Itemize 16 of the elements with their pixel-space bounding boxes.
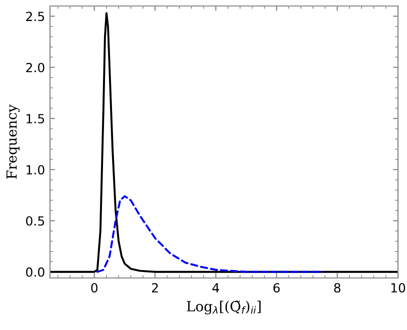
y-tick-label: 0.0 (26, 267, 44, 277)
y-tick-label: 1.5 (26, 114, 44, 124)
x-tick-label: 10 (391, 283, 406, 293)
line-series (50, 12, 398, 273)
y-tick-label: 1.0 (26, 165, 44, 175)
x-tick-label: 6 (273, 283, 280, 293)
x-tick-label: 0 (91, 283, 98, 293)
x-axis-title: Log$_{λ}$[(Q̃$_{f}$)$_{ii}$] (186, 300, 261, 314)
x-tick-label: 4 (212, 283, 220, 292)
y-tick-label: 2.5 (26, 12, 44, 22)
line-series (96, 195, 324, 273)
y-tick-label: 2.0 (26, 62, 44, 72)
y-tick-label: 0.5 (26, 216, 44, 226)
x-tick-label: 2 (152, 283, 158, 292)
x-tick-label: 8 (334, 283, 340, 293)
y-axis-title: Frequency (6, 104, 20, 179)
